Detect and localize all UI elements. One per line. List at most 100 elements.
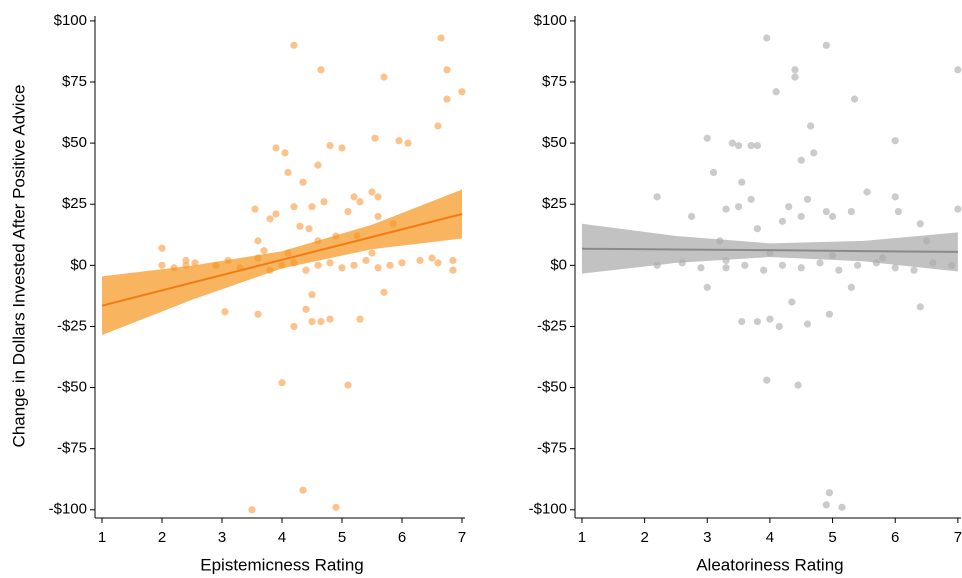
point: [272, 144, 280, 152]
point: [320, 198, 328, 206]
point: [368, 249, 376, 257]
y-tick-label: $50: [542, 134, 567, 151]
point: [775, 322, 783, 331]
point: [290, 203, 298, 211]
point: [916, 303, 924, 311]
x-tick-label: 6: [891, 529, 899, 546]
point: [350, 193, 358, 201]
point: [254, 237, 262, 245]
point: [308, 203, 316, 211]
point: [278, 379, 286, 387]
point: [338, 264, 346, 272]
point: [302, 305, 310, 313]
point: [416, 256, 424, 265]
point: [910, 266, 918, 274]
point: [794, 381, 802, 389]
point: [248, 506, 256, 514]
point: [395, 137, 403, 145]
point: [458, 88, 466, 96]
point: [778, 261, 787, 269]
point: [835, 266, 843, 274]
point: [778, 217, 787, 225]
point: [404, 139, 412, 147]
point: [738, 178, 746, 186]
fit-line: [101, 213, 463, 307]
point: [828, 212, 837, 221]
point: [954, 205, 962, 213]
y-tick-label: $25: [542, 195, 567, 212]
point: [753, 141, 761, 150]
point: [374, 264, 382, 272]
point: [797, 264, 805, 272]
y-tick-label: $75: [542, 73, 567, 90]
point: [299, 178, 307, 186]
point: [894, 207, 902, 216]
point: [443, 66, 451, 74]
y-tick-label: -$50: [57, 379, 87, 396]
point: [688, 212, 696, 221]
point: [772, 88, 780, 96]
point: [290, 322, 298, 331]
point: [722, 264, 730, 272]
point: [368, 188, 376, 196]
point: [338, 144, 346, 152]
point: [434, 259, 442, 267]
y-tick-label: -$75: [57, 440, 87, 457]
point: [362, 256, 370, 265]
point: [703, 134, 711, 142]
y-tick-label: $100: [54, 12, 87, 29]
point: [747, 195, 755, 203]
point: [810, 149, 818, 157]
point: [398, 259, 406, 267]
point: [854, 261, 862, 269]
point: [254, 310, 262, 318]
x-tick-label: 3: [703, 529, 711, 546]
x-tick-label: 1: [98, 529, 106, 546]
point: [763, 376, 771, 384]
point: [728, 139, 736, 147]
point: [314, 261, 322, 269]
point: [816, 259, 824, 267]
point: [697, 264, 705, 272]
point: [434, 122, 442, 130]
x-tick-label: 6: [398, 529, 406, 546]
point: [891, 193, 899, 201]
point: [807, 122, 815, 130]
point: [371, 134, 379, 142]
point: [709, 168, 718, 177]
point: [302, 266, 310, 274]
y-tick-label: $0: [550, 256, 567, 273]
point: [653, 193, 661, 201]
x-tick-label: 4: [278, 529, 286, 546]
point: [374, 212, 382, 221]
point: [314, 161, 322, 169]
x-tick-label: 4: [766, 529, 774, 546]
point: [332, 503, 340, 511]
point: [158, 261, 166, 269]
point: [734, 141, 743, 150]
point: [803, 320, 812, 328]
point: [791, 66, 799, 74]
x-tick-label: 7: [458, 529, 466, 546]
point: [760, 266, 768, 274]
x-tick-label: 5: [828, 529, 836, 546]
point: [356, 315, 364, 323]
point: [734, 203, 743, 211]
point: [891, 137, 899, 145]
point: [791, 73, 799, 81]
y-tick-label: $75: [62, 73, 87, 90]
point: [703, 283, 711, 291]
x-axis-label: Aleatoriness Rating: [696, 555, 843, 574]
point: [380, 73, 388, 81]
point: [822, 207, 830, 216]
confidence-band: [102, 189, 462, 335]
point: [428, 254, 436, 262]
point: [741, 261, 749, 269]
point: [305, 225, 313, 233]
point: [825, 310, 834, 318]
point: [847, 207, 855, 216]
point: [191, 259, 199, 267]
point: [251, 205, 259, 213]
point: [272, 210, 280, 218]
point: [891, 264, 899, 272]
